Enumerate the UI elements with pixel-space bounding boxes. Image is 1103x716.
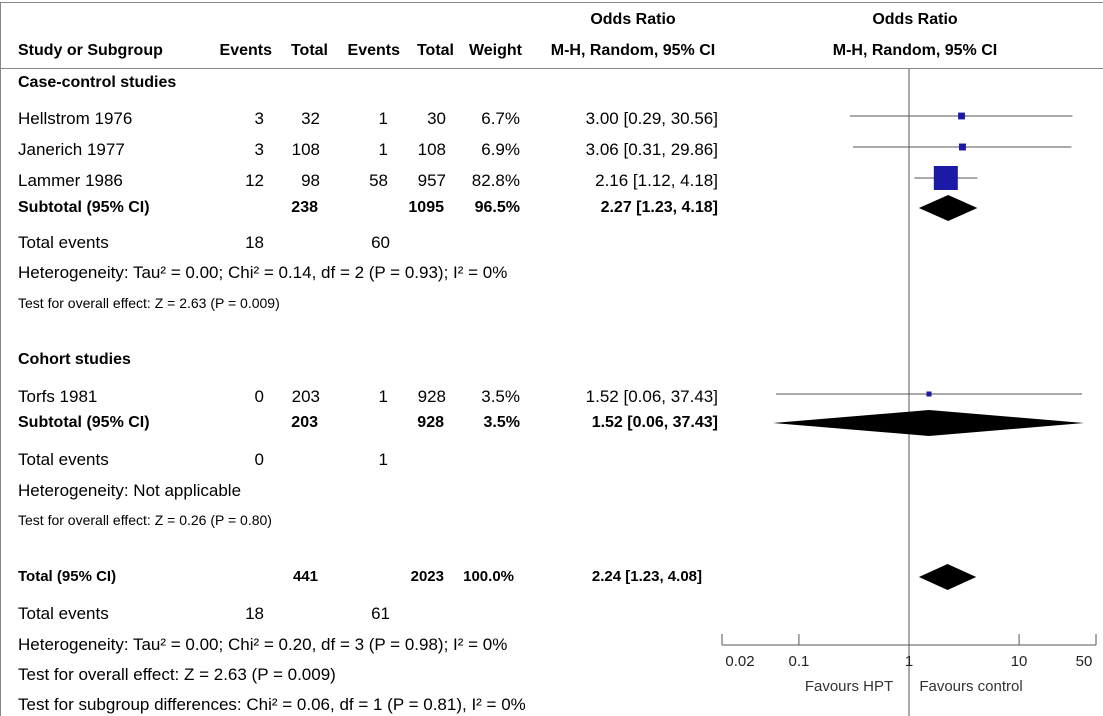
total2-cell: 928 <box>417 387 446 406</box>
events2-header: Events <box>347 42 400 59</box>
total-events-e1: 18 <box>245 604 264 623</box>
total1-cell: 98 <box>301 171 320 190</box>
subtotal-ci: 2.27 [1.23, 4.18] <box>600 199 718 216</box>
weight-cell: 6.9% <box>481 140 520 159</box>
subgroup-differences-text: Test for subgroup differences: Chi² = 0.… <box>18 695 526 714</box>
ci-cell: 2.16 [1.12, 4.18] <box>595 171 718 190</box>
total2-cell: 957 <box>417 171 446 190</box>
x-axis-tick-label: 10 <box>1011 653 1028 670</box>
subtotal-weight: 3.5% <box>483 414 520 431</box>
study-marker <box>958 112 965 120</box>
weight-cell: 82.8% <box>471 171 520 190</box>
subtotal-ci: 1.52 [0.06, 37.43] <box>591 414 718 431</box>
total-events-e1: 0 <box>254 450 264 469</box>
subtotal-total1: 203 <box>291 414 318 431</box>
favours-left-label: Favours HPT <box>804 678 894 695</box>
overall-effect-text: Test for overall effect: Z = 2.63 (P = 0… <box>18 665 336 684</box>
subtotal-label: Subtotal (95% CI) <box>18 199 150 216</box>
pooled-diamond <box>773 410 1084 436</box>
study-marker <box>933 166 958 190</box>
overall-effect-text: Test for overall effect: Z = 0.26 (P = 0… <box>18 512 272 528</box>
subtotal-total2: 928 <box>417 414 444 431</box>
total-events-e2: 1 <box>378 450 388 469</box>
heterogeneity-text: Heterogeneity: Tau² = 0.00; Chi² = 0.14,… <box>18 263 508 282</box>
group-title-cohort: Cohort studies <box>18 351 131 368</box>
x-axis-tick-label: 0.1 <box>789 653 810 670</box>
x-axis-tick-label: 1 <box>905 653 913 670</box>
ci-cell: 3.00 [0.29, 30.56] <box>585 109 718 128</box>
subtotal-total1: 238 <box>291 199 318 216</box>
pooled-diamond <box>918 195 978 221</box>
heterogeneity-text: Heterogeneity: Not applicable <box>18 481 242 500</box>
events1-cell: 3 <box>254 109 264 128</box>
total-total2: 2023 <box>410 568 444 585</box>
total-weight: 100.0% <box>463 568 514 585</box>
odds-ratio-header-right: Odds Ratio <box>872 11 958 28</box>
total-events-label: Total events <box>18 233 109 252</box>
total1-header: Total <box>290 42 328 59</box>
left-border <box>0 2 1 716</box>
ci-cell: 3.06 [0.31, 29.86] <box>585 140 718 159</box>
total2-cell: 30 <box>427 109 446 128</box>
study-name: Hellstrom 1976 <box>18 109 133 128</box>
total1-cell: 203 <box>291 387 320 406</box>
events1-cell: 3 <box>254 140 264 159</box>
events2-cell: 1 <box>378 109 388 128</box>
events1-header: Events <box>219 42 272 59</box>
overall-effect-text: Test for overall effect: Z = 2.63 (P = 0… <box>18 295 280 311</box>
method-header-left: M-H, Random, 95% CI <box>550 42 716 59</box>
total-events-label: Total events <box>18 604 109 623</box>
total2-cell: 108 <box>417 140 446 159</box>
total2-header: Total <box>416 42 454 59</box>
events2-cell: 1 <box>378 387 388 406</box>
weight-cell: 3.5% <box>481 387 520 406</box>
odds-ratio-header-left: Odds Ratio <box>590 11 676 28</box>
study-name: Lammer 1986 <box>18 171 123 190</box>
subtotal-total2: 1095 <box>408 199 444 216</box>
favours-right-label: Favours control <box>919 678 1023 695</box>
total-ci: 2.24 [1.23, 4.08] <box>591 568 702 585</box>
total-total1: 441 <box>292 568 318 585</box>
total-events-label: Total events <box>18 450 109 469</box>
group-title-case-control: Case-control studies <box>18 74 177 91</box>
study-name: Janerich 1977 <box>18 140 125 159</box>
total-label: Total (95% CI) <box>18 568 117 585</box>
study-marker <box>958 143 966 151</box>
subtotal-label: Subtotal (95% CI) <box>18 414 150 431</box>
events2-cell: 58 <box>369 171 388 190</box>
total-events-e1: 18 <box>245 233 264 252</box>
method-header-right: M-H, Random, 95% CI <box>832 42 998 59</box>
total1-cell: 108 <box>291 140 320 159</box>
weight-cell: 6.7% <box>481 109 520 128</box>
study-marker <box>926 391 932 397</box>
study-column-header: Study or Subgroup <box>18 42 163 59</box>
top-rule <box>0 2 1103 3</box>
heterogeneity-text: Heterogeneity: Tau² = 0.00; Chi² = 0.20,… <box>18 635 508 654</box>
events1-cell: 12 <box>245 171 264 190</box>
x-axis-tick-label: 0.02 <box>725 653 754 670</box>
total-events-e2: 61 <box>371 604 390 623</box>
x-axis-tick-label: 50 <box>1076 653 1093 670</box>
ci-cell: 1.52 [0.06, 37.43] <box>585 387 718 406</box>
study-name: Torfs 1981 <box>18 387 98 406</box>
weight-header: Weight <box>468 42 522 59</box>
header-rule <box>0 68 1103 69</box>
total1-cell: 32 <box>301 109 320 128</box>
subtotal-weight: 96.5% <box>474 199 520 216</box>
pooled-diamond <box>918 564 977 590</box>
events2-cell: 1 <box>378 140 388 159</box>
total-events-e2: 60 <box>371 233 390 252</box>
events1-cell: 0 <box>254 387 264 406</box>
